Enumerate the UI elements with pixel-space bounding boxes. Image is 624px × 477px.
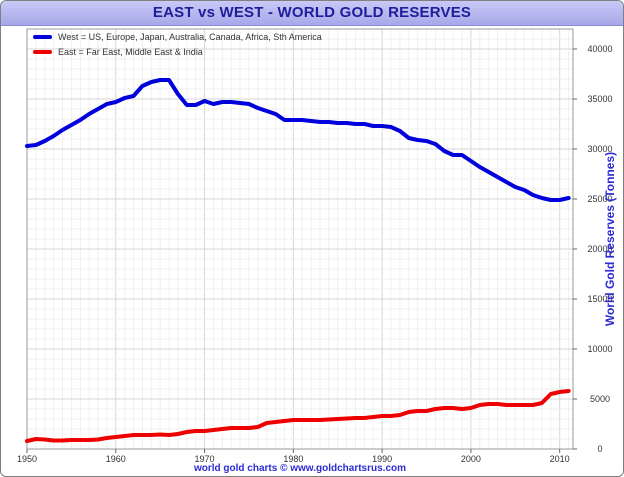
- x-tick-label: 1960: [106, 454, 126, 464]
- x-tick-label: 1950: [17, 454, 37, 464]
- x-tick-label: 2000: [461, 454, 481, 464]
- footer-credit: world gold charts © www.goldchartsrus.co…: [193, 463, 406, 474]
- series-lines: [25, 78, 571, 443]
- x-tick-label: 2010: [550, 454, 570, 464]
- y-tick-label: 35000: [587, 94, 612, 104]
- y-tick-label: 15000: [587, 294, 612, 304]
- series-line-east: [25, 389, 571, 443]
- legend: West = US, Europe, Japan, Australia, Can…: [33, 32, 322, 57]
- y-tick-label: 40000: [587, 44, 612, 54]
- x-axis: 1950 1960 1970 1980 1990 2000 2010: [17, 449, 570, 464]
- y-tick-label: 30000: [587, 144, 612, 154]
- x-tick-label: 1970: [195, 454, 215, 464]
- series-line-west: [25, 78, 571, 202]
- y-tick-label: 25000: [587, 194, 612, 204]
- y-tick-label: 5000: [590, 394, 610, 404]
- plot-border: [26, 28, 574, 450]
- chart-title: EAST vs WEST - WORLD GOLD RESERVES: [152, 4, 472, 21]
- y-axis-label: World Gold Reserves (Tonnes): [603, 152, 617, 326]
- title-bar: EAST vs WEST - WORLD GOLD RESERVES: [1, 1, 623, 26]
- y-tick-label: 10000: [587, 344, 612, 354]
- x-tick-label: 1980: [283, 454, 303, 464]
- y-tick-label: 20000: [587, 244, 612, 254]
- grid: [26, 28, 573, 450]
- y-axis: 0 5000 10000 15000 20000 25000 30000 35000 40000: [573, 44, 613, 454]
- legend-label-east: East = Far East, Middle East & India: [58, 47, 203, 57]
- legend-label-west: West = US, Europe, Japan, Australia, Can…: [58, 32, 322, 42]
- x-tick-label: 1990: [372, 454, 392, 464]
- y-tick-label: 0: [597, 444, 602, 454]
